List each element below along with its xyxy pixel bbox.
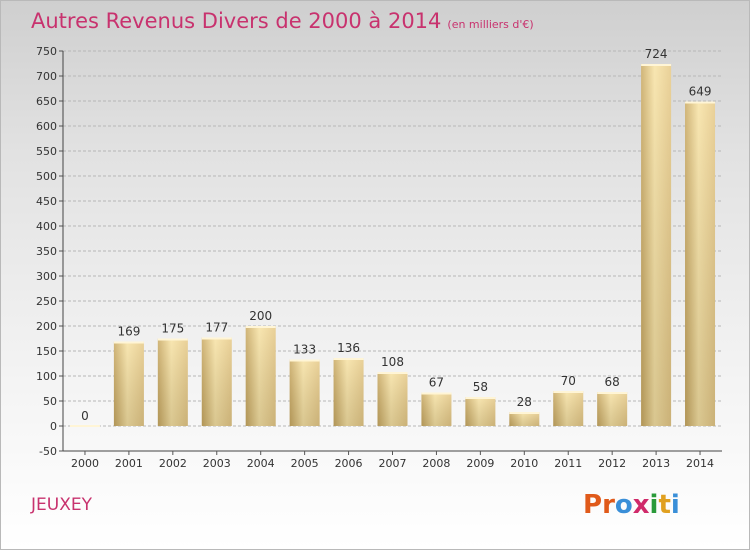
bar-shade xyxy=(245,326,276,426)
y-tick-label: 750 xyxy=(36,45,57,58)
bar-shade xyxy=(333,358,364,426)
x-tick-label: 2009 xyxy=(466,457,494,470)
x-tick-label: 2005 xyxy=(291,457,319,470)
x-tick-labels: 2000 2001 2002 2003 2004 2005 2006 2007 2008 2009… xyxy=(71,451,714,470)
y-tick-label: 0 xyxy=(50,420,57,433)
x-tick-label: 2014 xyxy=(686,457,714,470)
bar-top-highlight xyxy=(377,372,408,374)
x-tick-label: 2011 xyxy=(554,457,582,470)
y-tick-label: 500 xyxy=(36,170,57,183)
logo-letter: x xyxy=(632,490,650,520)
bar-top-highlight xyxy=(113,341,144,344)
bar-shade xyxy=(289,359,320,426)
logo-letter: i xyxy=(670,490,680,520)
bar-shade xyxy=(553,391,584,426)
bar-value-label: 70 xyxy=(561,374,576,388)
bar-value-label: 58 xyxy=(473,380,488,394)
bar-shade xyxy=(509,412,540,426)
x-tick-label: 2003 xyxy=(203,457,231,470)
bar-value-label: 649 xyxy=(689,85,712,99)
proxiti-logo: Proxiti xyxy=(583,490,680,520)
y-tick-labels: -50 0 50 100 150 200 250 300 350 400 450 500 550 600 6… xyxy=(36,45,57,458)
x-tick-label: 2008 xyxy=(422,457,450,470)
y-tick-label: 50 xyxy=(43,395,57,408)
bar-value-label: 724 xyxy=(645,47,668,61)
logo-letter: t xyxy=(658,490,671,520)
y-tick-label: 550 xyxy=(36,145,57,158)
x-tick-label: 2000 xyxy=(71,457,99,470)
y-tick-label: 300 xyxy=(36,270,57,283)
bar-top-highlight xyxy=(465,397,496,399)
bar-value-label: 169 xyxy=(117,325,140,339)
bar-value-label: 175 xyxy=(161,322,184,336)
y-tick-label: 650 xyxy=(36,95,57,108)
y-tick-label: -50 xyxy=(39,445,57,458)
bar-top-highlight xyxy=(421,392,452,395)
x-tick-label: 2004 xyxy=(247,457,275,470)
bar-shade xyxy=(377,372,408,426)
grid-lines xyxy=(59,50,722,452)
logo-letter: r xyxy=(602,490,615,520)
place-name: JEUXEY xyxy=(31,495,92,515)
bar-shade xyxy=(685,101,716,426)
bar-top-highlight xyxy=(289,359,320,362)
bar-shade xyxy=(421,392,452,426)
x-tick-label: 2001 xyxy=(115,457,143,470)
bar-top-highlight xyxy=(157,338,188,341)
bar-top-highlight xyxy=(597,392,628,394)
x-tick-label: 2006 xyxy=(335,457,363,470)
bar-top-highlight xyxy=(201,337,232,340)
bar-shade xyxy=(465,397,496,426)
y-tick-label: 700 xyxy=(36,70,57,83)
y-tick-label: 150 xyxy=(36,345,57,358)
logo-letter: P xyxy=(583,490,603,520)
bar-value-label: 108 xyxy=(381,355,404,369)
bar-shade xyxy=(157,338,188,426)
x-tick-label: 2013 xyxy=(642,457,670,470)
x-tick-label: 2007 xyxy=(379,457,407,470)
bar-top-highlight xyxy=(509,412,540,414)
chart-title: Autres Revenus Divers de 2000 à 2014 (en … xyxy=(31,9,534,33)
y-tick-label: 250 xyxy=(36,295,57,308)
x-tick-label: 2012 xyxy=(598,457,626,470)
bar-top-highlight xyxy=(333,358,364,360)
bar-top-highlight xyxy=(553,391,584,393)
x-tick-label: 2010 xyxy=(510,457,538,470)
bar-top-highlight xyxy=(641,64,672,66)
bar-value-label: 177 xyxy=(205,321,228,335)
logo-letter: i xyxy=(649,490,659,520)
data-labels: 0 169 175 177 200 133 136 108 67 58 28 70 68 724 649 xyxy=(81,47,711,423)
y-tick-label: 600 xyxy=(36,120,57,133)
bar-shade xyxy=(113,341,144,426)
bar-value-label: 0 xyxy=(81,409,89,423)
logo-letter: o xyxy=(614,490,633,520)
bar-shade xyxy=(597,392,628,426)
y-tick-label: 100 xyxy=(36,370,57,383)
bar-value-label: 67 xyxy=(429,376,444,390)
bar-top-highlight xyxy=(245,326,276,328)
y-tick-label: 200 xyxy=(36,320,57,333)
y-tick-label: 450 xyxy=(36,195,57,208)
bar-value-label: 28 xyxy=(517,395,532,409)
bar-shade xyxy=(641,64,672,426)
chart-title-text: Autres Revenus Divers de 2000 à 2014 xyxy=(31,9,442,33)
chart-unit: (en milliers d'€) xyxy=(447,18,534,31)
y-tick-label: 350 xyxy=(36,245,57,258)
bar-value-label: 200 xyxy=(249,309,272,323)
bar-top-highlight xyxy=(685,101,716,104)
bar-value-label: 133 xyxy=(293,343,316,357)
y-tick-label: 400 xyxy=(36,220,57,233)
bar-value-label: 68 xyxy=(605,375,620,389)
bar-value-label: 136 xyxy=(337,341,360,355)
x-tick-label: 2002 xyxy=(159,457,187,470)
bar-shade xyxy=(201,337,232,426)
bars xyxy=(69,64,716,427)
bar-top-highlight xyxy=(69,425,100,427)
